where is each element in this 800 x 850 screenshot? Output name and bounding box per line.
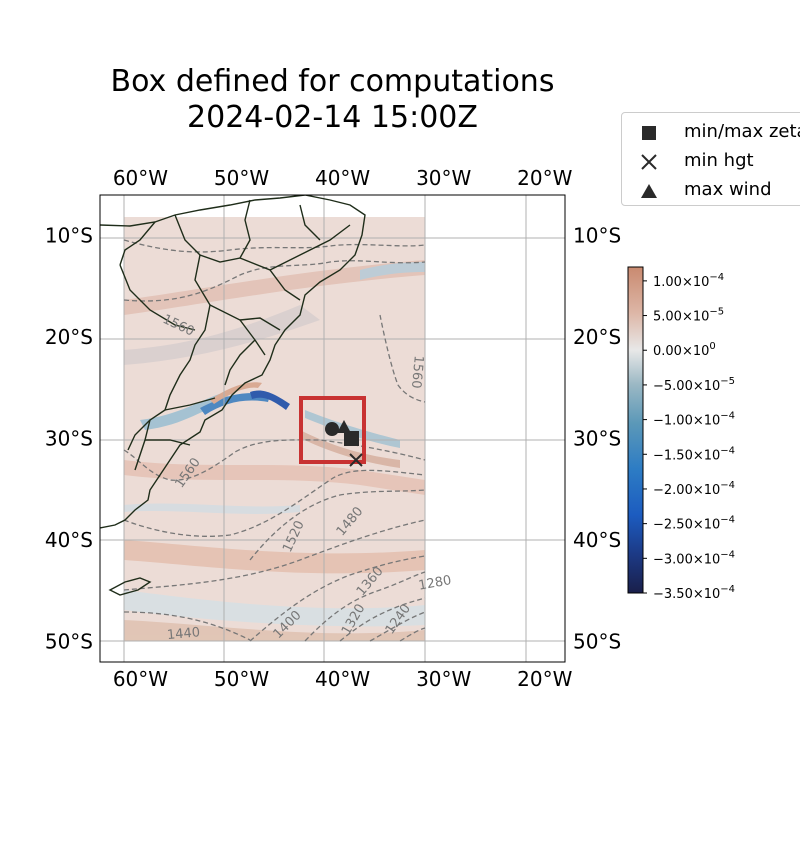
colorbar-tick-label: −2.50×10−4 [653,515,735,533]
lat-ticks-left: 10°S 20°S 30°S 40°S 50°S [45,224,93,654]
colorbar-tick-label: −5.00×10−5 [653,376,735,394]
lat-tick-label: 50°S [573,630,621,654]
lat-tick-label: 50°S [45,630,93,654]
vorticity-patterns [124,260,425,641]
marker-min-max-zeta [344,431,359,446]
legend-item-min-max-zeta: min/max zeta [622,119,800,145]
legend-label: max wind [684,179,772,200]
title-line-2: 2024-02-14 15:00Z [187,100,478,135]
colorbar-ticks: 1.00×10−4 5.00×10−5 0.00×100 −5.00×10−5 −1.0… [643,272,735,602]
legend-item-min-hgt: min hgt [622,148,800,174]
lon-tick-label: 50°W [214,667,269,691]
legend-label: min/max zeta [684,121,800,142]
lon-tick-label: 60°W [113,667,168,691]
coastlines [100,195,366,596]
lat-tick-label: 40°S [45,528,93,552]
cross-marker-icon [641,154,657,170]
lat-tick-label: 10°S [573,224,621,248]
lat-tick-label: 40°S [573,528,621,552]
colorbar [627,266,644,594]
legend: min/max zeta min hgt max wind [621,112,800,206]
map-frame [99,194,566,663]
triangle-marker-icon [641,184,657,198]
legend-label: min hgt [684,150,754,171]
computation-box [299,396,366,464]
lon-tick-label: 60°W [113,166,168,190]
lon-tick-label: 40°W [315,667,370,691]
lon-tick-label: 40°W [315,166,370,190]
lon-tick-label: 50°W [214,166,269,190]
lon-ticks-top: 60°W 50°W 40°W 30°W 20°W [113,166,573,190]
lon-tick-label: 20°W [517,667,572,691]
contour-label: 1440 [166,625,200,643]
lat-tick-label: 30°S [573,427,621,451]
marker-min-hgt [349,453,363,467]
title-line-1: Box defined for computations [110,64,555,99]
lon-tick-label: 30°W [416,667,471,691]
lat-tick-label: 20°S [45,325,93,349]
colorbar-tick-label: −1.00×10−4 [653,411,735,429]
lat-tick-label: 10°S [45,224,93,248]
lat-tick-label: 30°S [45,427,93,451]
square-marker-icon [642,126,656,140]
contour-label: 1280 [417,573,452,594]
colorbar-tick-label: 0.00×100 [653,341,716,359]
legend-item-max-wind: max wind [622,177,800,203]
colorbar-tick-label: −3.00×10−4 [653,549,735,567]
lat-tick-label: 20°S [573,325,621,349]
chart-title: Box defined for computations 2024-02-14 … [80,64,585,136]
marker-max-wind [337,420,351,433]
colorbar-tick-label: −2.00×10−4 [653,480,735,498]
colorbar-tick-label: −3.50×10−4 [653,584,735,602]
gridlines [100,195,565,662]
lon-tick-label: 20°W [517,166,572,190]
lon-tick-label: 30°W [416,166,471,190]
colorbar-tick-label: 1.00×10−4 [653,272,724,290]
colorbar-tick-label: −1.50×10−4 [653,445,735,463]
height-contours [123,239,426,642]
marker-circle [325,422,339,436]
lon-ticks-bottom: 60°W 50°W 40°W 30°W 20°W [113,667,573,691]
colorbar-tick-label: 5.00×10−5 [653,307,724,325]
contour-label: 1560 [408,355,426,389]
lat-ticks-right: 10°S 20°S 30°S 40°S 50°S [573,224,621,654]
